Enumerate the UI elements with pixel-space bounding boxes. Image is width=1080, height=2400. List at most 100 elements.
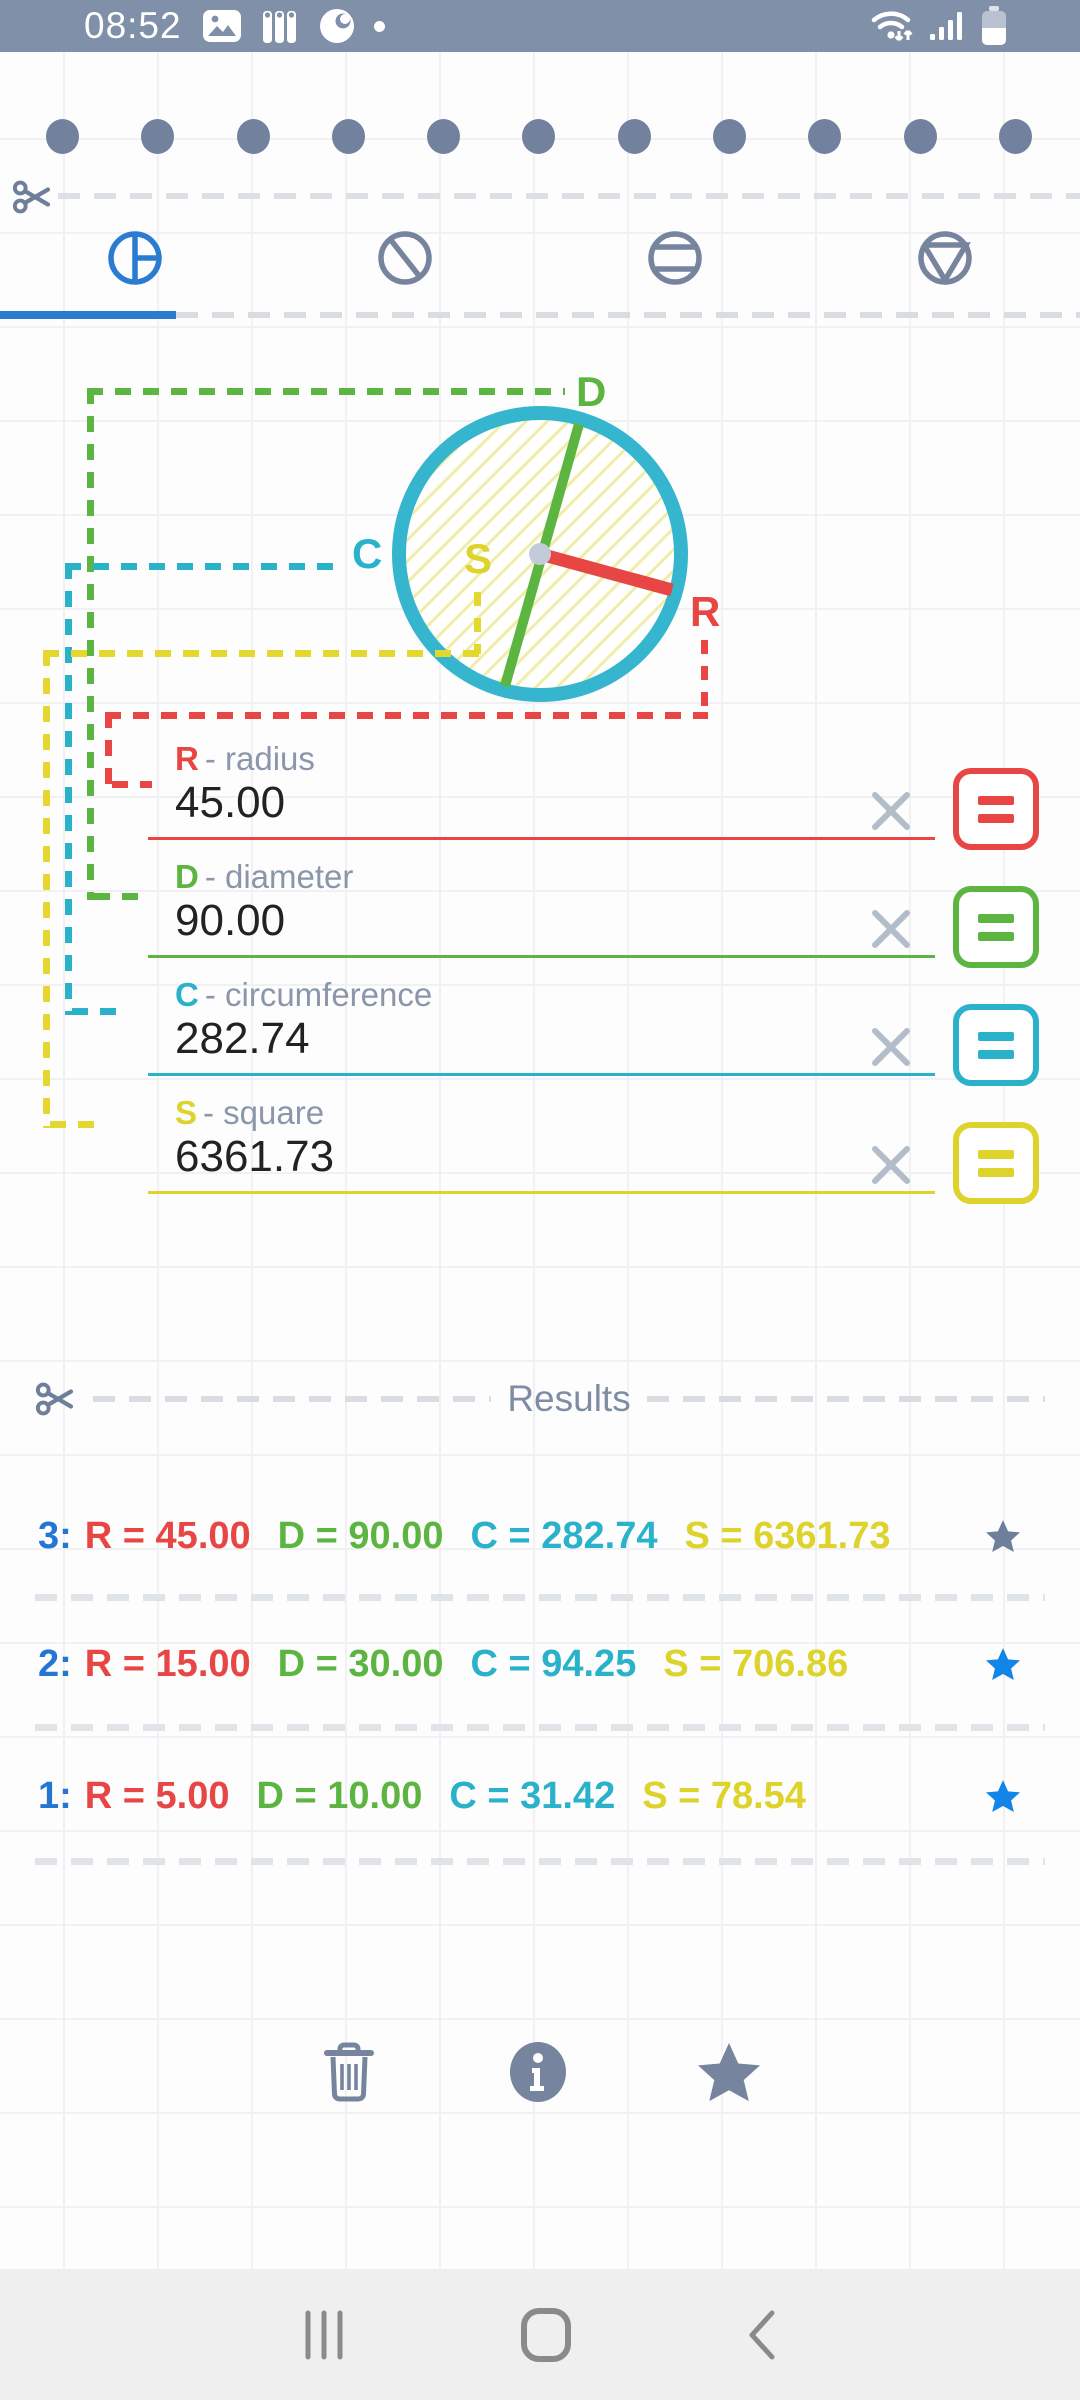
row-separator (35, 1594, 1045, 1601)
result-radius: R = 5.00 (84, 1774, 230, 1817)
cut-line (93, 1396, 492, 1402)
connector-c-vertical (65, 563, 72, 1015)
connector-s-vertical (43, 650, 50, 1128)
trash-icon[interactable] (320, 2040, 378, 2104)
result-row[interactable]: 3: R = 45.00 D = 90.00 C = 282.74 S = 63… (38, 1510, 1048, 1562)
result-square: S = 6361.73 (684, 1514, 891, 1557)
result-radius: R = 45.00 (84, 1514, 251, 1557)
result-diameter: D = 30.00 (277, 1642, 444, 1685)
circle-diagram (392, 406, 688, 702)
circle-radius-diameter-icon (108, 231, 162, 285)
field-underline (148, 1073, 935, 1076)
circle-inscribed-triangle-icon (918, 231, 972, 286)
home-button[interactable] (520, 2307, 572, 2363)
field-underline (148, 837, 935, 840)
input-row-circumference: C- circumference 282.74 (0, 952, 1080, 1086)
connector-c (65, 563, 345, 570)
clear-icon[interactable] (869, 1143, 913, 1187)
clear-icon[interactable] (869, 789, 913, 833)
browser-icon (319, 9, 354, 43)
result-radius: R = 15.00 (84, 1642, 251, 1685)
tab-bar (0, 222, 1080, 294)
tab-circle-segment[interactable] (540, 222, 810, 294)
connector-s-stub (474, 592, 481, 654)
battery-icon (982, 6, 1006, 45)
back-button[interactable] (744, 2307, 780, 2363)
field-label: R- radius (175, 740, 315, 777)
result-circumference: C = 94.25 (470, 1642, 637, 1685)
tab-trail-line (176, 312, 1080, 318)
connector-s (43, 650, 481, 657)
field-underline (148, 1191, 935, 1194)
field-label: D- diameter (175, 858, 354, 895)
field-underline (148, 955, 935, 958)
calculate-radius-button[interactable] (953, 768, 1039, 850)
action-bar (0, 2040, 1080, 2104)
active-tab-indicator (0, 311, 176, 319)
result-index: 2: (38, 1642, 72, 1685)
tab-circle-inscribed-triangle[interactable] (810, 222, 1080, 294)
connector-d-corner (94, 893, 146, 900)
input-row-diameter: D- diameter 90.00 (0, 834, 1080, 968)
connector-r (105, 712, 708, 719)
connector-r-stub (701, 640, 708, 716)
favorite-star-icon[interactable] (986, 1520, 1020, 1552)
result-row[interactable]: 1: R = 5.00 D = 10.00 C = 31.42 S = 78.5… (38, 1770, 1048, 1822)
recents-button[interactable] (300, 2307, 348, 2363)
result-circumference: C = 31.42 (449, 1774, 616, 1817)
result-diameter: D = 10.00 (256, 1774, 423, 1817)
favorite-star-icon[interactable] (986, 1648, 1020, 1680)
notification-dot (373, 20, 385, 32)
status-bar: 08:52 (0, 0, 1080, 52)
connector-c-corner (72, 1008, 124, 1015)
diagram-label-d: D (576, 368, 607, 415)
result-circumference: C = 282.74 (470, 1514, 658, 1557)
cut-line (58, 193, 1080, 199)
scissors-icon (35, 1382, 74, 1416)
results-header: Results (35, 1376, 1046, 1422)
cut-line (646, 1396, 1046, 1402)
circle-segment-icon (648, 231, 702, 285)
row-separator (35, 1724, 1045, 1731)
diagram-label-s: S (464, 535, 493, 582)
diagram-label-r: R (690, 588, 721, 635)
calculate-square-button[interactable] (953, 1122, 1039, 1204)
connector-d (87, 388, 565, 395)
circumference-input[interactable]: 282.74 (175, 1014, 310, 1063)
input-row-radius: R- radius 45.00 (0, 716, 1080, 850)
row-separator (35, 1858, 1045, 1865)
result-diameter: D = 90.00 (277, 1514, 444, 1557)
calculate-circumference-button[interactable] (953, 1004, 1039, 1086)
result-square: S = 78.54 (642, 1774, 806, 1817)
connector-s-corner (50, 1121, 102, 1128)
result-index: 1: (38, 1774, 72, 1817)
circle-chord-icon (378, 231, 432, 285)
tab-circle-radius-diameter[interactable] (0, 222, 270, 294)
info-icon[interactable] (508, 2040, 568, 2104)
connector-d-vertical (87, 388, 94, 900)
diagram-label-c: C (352, 530, 383, 577)
signal-icon (930, 12, 962, 40)
results-title: Results (507, 1378, 631, 1419)
clear-icon[interactable] (869, 907, 913, 951)
clear-icon[interactable] (869, 1025, 913, 1069)
result-index: 3: (38, 1514, 72, 1557)
star-icon[interactable] (698, 2042, 760, 2102)
calculate-diameter-button[interactable] (953, 886, 1039, 968)
gallery-icon (202, 10, 241, 42)
diameter-input[interactable]: 90.00 (175, 896, 286, 945)
navigation-bar (0, 2269, 1080, 2400)
tab-circle-chord[interactable] (270, 222, 540, 294)
perforation-dots (46, 119, 1032, 154)
favorite-star-icon[interactable] (986, 1780, 1020, 1812)
field-label: S- square (175, 1094, 325, 1131)
result-row[interactable]: 2: R = 15.00 D = 30.00 C = 94.25 S = 706… (38, 1638, 1048, 1690)
square-input[interactable]: 6361.73 (175, 1132, 335, 1181)
wifi-icon (871, 11, 913, 42)
library-icon (262, 11, 296, 43)
connector-r-vertical (105, 712, 112, 788)
radius-input[interactable]: 45.00 (175, 778, 286, 827)
scissors-icon (12, 180, 51, 214)
clock: 08:52 (84, 5, 182, 46)
